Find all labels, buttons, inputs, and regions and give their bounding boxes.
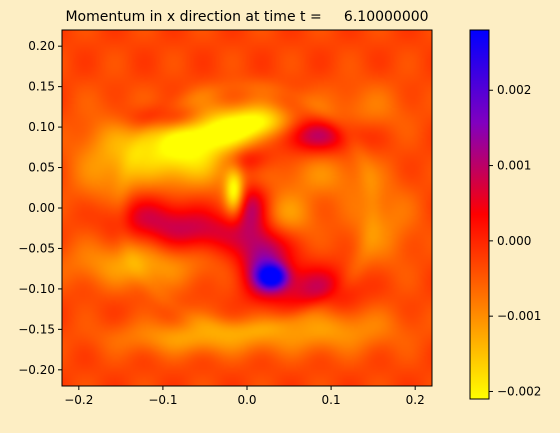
momentum-heatmap xyxy=(62,30,432,386)
colorbar-tick-label: −0.002 xyxy=(497,384,541,398)
y-tick-label: −0.15 xyxy=(18,322,55,336)
colorbar-tick-label: 0.001 xyxy=(497,159,531,173)
x-tick-label: −0.1 xyxy=(148,393,177,407)
y-tick-label: −0.10 xyxy=(18,282,55,296)
colorbar-tick-label: 0.002 xyxy=(497,83,531,97)
y-tick-label: 0.10 xyxy=(28,120,55,134)
colorbar-tick-label: 0.000 xyxy=(497,234,531,248)
colorbar-tick-label: −0.001 xyxy=(497,309,541,323)
colorbar-ticks: 0.002 0.001 0.000 −0.001 −0.002 xyxy=(489,83,541,398)
chart-title: Momentum in x direction at time t = 6.10… xyxy=(65,9,428,25)
heatmap-plot-area xyxy=(61,29,433,387)
x-tick-label: −0.2 xyxy=(64,393,93,407)
y-tick-label: 0.15 xyxy=(28,80,55,94)
x-tick-label: 0.2 xyxy=(406,393,425,407)
y-tick-label: 0.20 xyxy=(28,39,55,53)
y-axis: 0.20 0.15 0.10 0.05 0.00 −0.05 −0.10 −0.15 −0.20 xyxy=(18,39,62,377)
y-tick-label: 0.00 xyxy=(28,201,55,215)
x-tick-label: 0.1 xyxy=(322,393,341,407)
colorbar: 0.002 0.001 0.000 −0.001 −0.002 xyxy=(469,29,541,400)
y-tick-label: −0.20 xyxy=(18,363,55,377)
y-tick-label: 0.05 xyxy=(28,161,55,175)
x-axis: −0.2 −0.1 0.0 0.1 0.2 xyxy=(64,386,425,407)
y-tick-label: −0.05 xyxy=(18,241,55,255)
colorbar-gradient xyxy=(469,29,490,400)
x-tick-label: 0.0 xyxy=(237,393,256,407)
